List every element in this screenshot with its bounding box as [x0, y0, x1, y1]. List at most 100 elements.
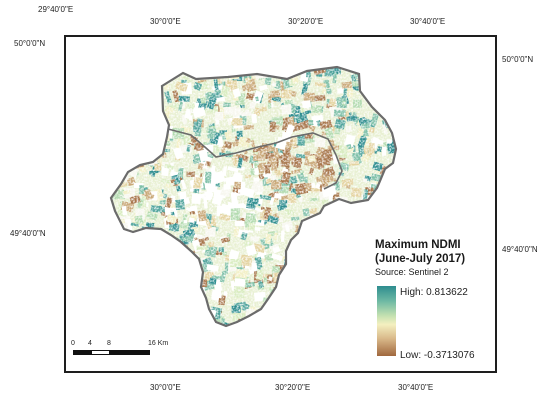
field-patch [111, 303, 119, 312]
field-patch [304, 262, 314, 274]
field-patch [363, 271, 370, 281]
field-patch [392, 196, 396, 202]
field-patch [119, 277, 131, 284]
field-patch [346, 219, 359, 231]
field-patch [293, 270, 304, 281]
field-patch [348, 237, 359, 250]
field-patch [149, 314, 156, 320]
field-patch [316, 255, 327, 267]
field-patch [203, 326, 207, 334]
field-patch [135, 238, 141, 246]
field-patch [147, 328, 154, 333]
field-patch [128, 249, 141, 260]
field-patch [129, 152, 138, 162]
field-patch [145, 293, 159, 306]
field-patch [354, 254, 363, 264]
field-patch [140, 299, 147, 312]
field-patch [239, 324, 247, 326]
field-patch [392, 173, 396, 185]
field-patch [256, 324, 265, 326]
field-patch [352, 316, 359, 322]
field-patch [113, 320, 121, 326]
field-patch [291, 295, 302, 305]
field-patch [374, 201, 387, 208]
field-patch [334, 217, 343, 224]
field-patch [360, 318, 368, 326]
field-patch [272, 295, 281, 308]
field-patch [245, 67, 256, 71]
coord-label-right: 50°0'0"N [502, 55, 534, 64]
field-patch [242, 67, 251, 70]
field-patch [260, 310, 269, 317]
field-patch [320, 266, 332, 279]
field-patch [324, 301, 328, 308]
field-patch [174, 67, 179, 68]
field-patch [115, 286, 123, 296]
field-patch [315, 321, 328, 326]
field-patch [378, 100, 389, 114]
field-patch [284, 288, 296, 298]
field-patch [120, 283, 126, 291]
field-patch [299, 300, 307, 310]
field-patch [122, 290, 129, 297]
field-patch [118, 168, 125, 179]
field-patch [328, 279, 339, 285]
field-patch [386, 69, 394, 80]
field-patch [381, 181, 387, 188]
field-patch [163, 315, 170, 321]
field-patch [319, 278, 326, 285]
field-patch [384, 67, 390, 69]
field-patch [377, 189, 390, 201]
field-patch [139, 111, 148, 123]
field-patch [353, 295, 360, 301]
field-patch [228, 67, 237, 69]
field-patch [401, 194, 408, 204]
field-patch [111, 261, 118, 268]
legend-low-label: Low: -0.3713076 [400, 350, 475, 361]
field-patch [115, 277, 129, 291]
field-patch [167, 320, 177, 326]
field-patch [372, 91, 381, 96]
field-patch [136, 147, 145, 156]
field-patch [369, 284, 374, 292]
field-patch [347, 67, 356, 68]
field-patch [335, 280, 346, 288]
field-patch [365, 290, 373, 301]
field-patch [347, 213, 358, 227]
field-patch [333, 260, 340, 272]
field-patch [251, 332, 263, 340]
field-patch [149, 259, 156, 269]
field-patch [115, 165, 121, 169]
field-patch [381, 94, 394, 108]
field-patch [172, 254, 179, 262]
field-patch [357, 306, 372, 320]
field-patch [161, 321, 171, 326]
field-patch [111, 67, 115, 71]
field-patch [174, 320, 182, 325]
field-patch [168, 325, 179, 326]
field-patch [303, 270, 310, 283]
field-patch [156, 320, 162, 326]
field-patch [308, 324, 318, 326]
field-patch [316, 319, 322, 326]
field-patch [266, 67, 272, 73]
field-patch [344, 225, 356, 235]
field-patch [317, 222, 324, 230]
field-patch [143, 292, 153, 298]
field-patch [137, 146, 146, 151]
field-patch [299, 310, 310, 317]
field-patch [392, 219, 396, 228]
field-patch [379, 67, 392, 81]
field-patch [300, 238, 309, 247]
field-patch [177, 331, 190, 344]
field-patch [363, 281, 376, 293]
field-patch [209, 329, 216, 339]
field-patch [154, 287, 167, 293]
field-patch [116, 106, 127, 119]
field-patch [328, 260, 338, 267]
field-patch [160, 295, 175, 309]
field-patch [146, 93, 153, 101]
field-patch [361, 273, 368, 279]
field-patch [344, 298, 357, 312]
field-patch [287, 298, 301, 314]
